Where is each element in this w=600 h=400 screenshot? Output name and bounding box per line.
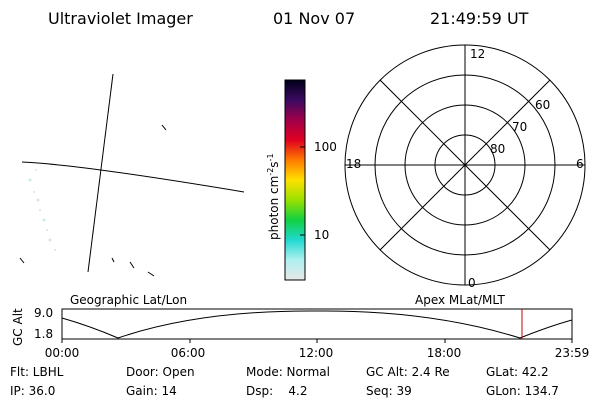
polar-label: 18	[346, 157, 361, 171]
timeline: Geographic Lat/Lon Apex MLat/MLT GC Alt …	[11, 293, 589, 360]
info-field: GLon: 134.7	[486, 384, 559, 398]
x-tick: 23:59	[555, 346, 590, 360]
y-label: GC Alt	[11, 308, 25, 346]
y-tick: 9.0	[34, 306, 53, 320]
title: Ultraviolet Imager	[48, 9, 193, 28]
info-field: Mode: Normal	[246, 365, 330, 379]
info-field: Dsp: 4.2	[246, 384, 308, 398]
map	[19, 73, 245, 277]
info-field: GC Alt: 2.4 Re	[366, 365, 450, 379]
colorbar: 100 10 photon cm-2s-1	[266, 79, 337, 281]
info-panel: Flt: LBHL Door: Open Mode: Normal GC Alt: 2…	[10, 365, 559, 398]
polar-label: 0	[468, 276, 476, 290]
y-tick: 1.8	[34, 327, 53, 341]
colorbar-tick: 10	[314, 228, 329, 242]
colorbar-tick: 100	[314, 140, 337, 154]
polar-label: 6	[576, 157, 584, 171]
info-field: Seq: 39	[366, 384, 412, 398]
x-tick: 06:00	[171, 346, 206, 360]
info-field: GLat: 42.2	[486, 365, 549, 379]
date: 01 Nov 07	[273, 9, 355, 28]
timeline-title: Geographic Lat/Lon	[70, 293, 187, 307]
polar-label: 70	[512, 120, 527, 134]
colorbar-label: photon cm-2s-1	[266, 153, 281, 240]
polar-label: 80	[490, 142, 505, 156]
polar-label: 12	[470, 47, 485, 61]
polar-plot: 12 0 18 6 60 70 80	[344, 44, 586, 290]
x-tick: 18:00	[427, 346, 462, 360]
x-tick: 12:00	[299, 346, 334, 360]
time: 21:49:59 UT	[430, 9, 529, 28]
polar-label: 60	[535, 98, 550, 112]
info-field: Gain: 14	[126, 384, 177, 398]
info-field: Door: Open	[126, 365, 195, 379]
info-field: Flt: LBHL	[10, 365, 64, 379]
x-tick: 00:00	[45, 346, 80, 360]
info-field: IP: 36.0	[10, 384, 55, 398]
timeline-title: Apex MLat/MLT	[415, 293, 505, 307]
